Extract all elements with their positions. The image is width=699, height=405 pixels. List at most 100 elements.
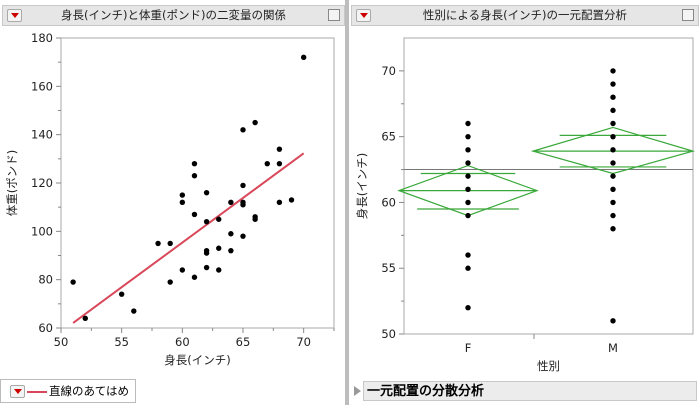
x-axis-label: 身長(インチ) [164,353,230,367]
x-tick-label: 70 [296,335,311,349]
red-triangle-menu-icon[interactable] [10,385,25,398]
data-point [203,218,210,225]
red-triangle-menu-icon[interactable] [356,9,371,22]
data-point [610,107,616,114]
data-point [276,160,283,167]
data-point [264,160,270,167]
fit-legend[interactable]: 直線のあてはめ [0,379,136,403]
data-point [82,315,88,322]
data-point [465,199,471,206]
x-tick-label: 55 [114,335,129,349]
data-point [465,147,471,153]
red-triangle-menu-icon[interactable] [7,9,22,22]
data-point [167,240,173,247]
disclosure-triangle-icon[interactable] [354,386,361,396]
data-point [610,226,616,232]
y-tick-label: 70 [381,64,396,78]
data-point [610,199,616,206]
data-point [118,291,125,297]
bivariate-scatter-plot: 60 80 100 120 140 160 180 50 55 60 65 70 身長(インチ) 体重(ポ… [5,31,335,367]
oneway-title: 性別による身長(インチ)の一元配置分析 [422,8,628,22]
data-point [610,68,616,74]
data-point [610,173,616,179]
data-point [179,192,186,198]
data-point [465,304,471,311]
select-box-icon[interactable] [682,9,694,21]
data-point [191,274,198,280]
data-point [131,308,137,314]
plot-frame [403,37,694,335]
data-point [610,318,616,324]
data-point [465,160,471,166]
data-point [610,81,616,87]
data-point [465,265,471,271]
data-point [228,199,234,206]
data-point [610,147,616,153]
data-point [465,120,471,127]
fit-line [72,152,305,324]
data-point [276,146,283,152]
y-tick-label: 100 [31,224,53,238]
y-tick-label: 55 [381,261,396,275]
y-tick-label: 65 [381,130,396,144]
y-axis-label: 体重(ポンド) [5,150,19,216]
data-point [240,182,246,189]
y-tick-label: 140 [31,128,53,142]
data-point [191,211,198,218]
select-box-icon[interactable] [328,9,340,21]
data-point [252,216,258,222]
y-tick-label: 180 [31,31,53,45]
data-point [465,252,471,258]
data-point [228,247,234,254]
data-point [228,231,234,237]
y-tick-label: 80 [38,273,53,287]
data-point [216,267,222,273]
y-tick-label: 120 [31,176,53,190]
bivariate-title: 身長(インチ)と体重(ポンド)の二変量の関係 [61,8,286,22]
data-point [70,279,76,285]
data-point [155,240,161,247]
x-tick-label: M [608,341,618,355]
x-tick-label: F [465,341,472,355]
data-point [203,189,210,196]
oneway-header: 性別による身長(インチ)の一元配置分析 [351,5,699,26]
data-point [465,133,471,140]
data-point [216,245,222,251]
y-tick-label: 160 [31,79,53,93]
y-tick-label: 60 [38,321,53,335]
data-point [167,279,173,285]
bivariate-header: 身長(インチ)と体重(ポンド)の二変量の関係 [2,5,345,26]
y-axis-label: 身長(インチ) [355,153,369,219]
data-point [465,186,471,192]
data-point [179,267,186,273]
x-tick-label: 65 [236,335,251,349]
panel-splitter[interactable] [345,0,349,405]
data-point [300,54,307,61]
data-point [288,197,295,203]
anova-outline-header[interactable]: 一元配置の分散分析 [363,381,697,401]
data-point [276,199,283,206]
x-tick-label: 60 [175,335,190,349]
data-point [610,186,616,192]
data-point [240,127,246,133]
data-point [179,199,186,206]
data-point [191,173,198,179]
data-point [240,202,246,208]
fit-legend-label: 直線のあてはめ [49,384,130,398]
x-axis-label: 性別 [537,359,560,373]
x-tick-label: 50 [54,335,69,349]
y-tick-label: 50 [381,327,396,341]
data-point [191,160,198,167]
data-point [610,133,616,140]
fit-line-swatch [27,391,47,393]
oneway-plot: 50 55 60 65 70 F M 性別 身長(インチ) [355,37,696,373]
data-point [252,119,258,126]
data-point [610,212,616,219]
data-point [216,216,222,222]
data-point [465,212,471,219]
data-point [465,173,471,179]
data-point [240,233,246,239]
y-tick-label: 60 [381,195,396,209]
bivariate-panel: 身長(インチ)と体重(ポンド)の二変量の関係 60 80 100 120 140 160 1… [0,0,345,405]
data-point [610,94,616,100]
